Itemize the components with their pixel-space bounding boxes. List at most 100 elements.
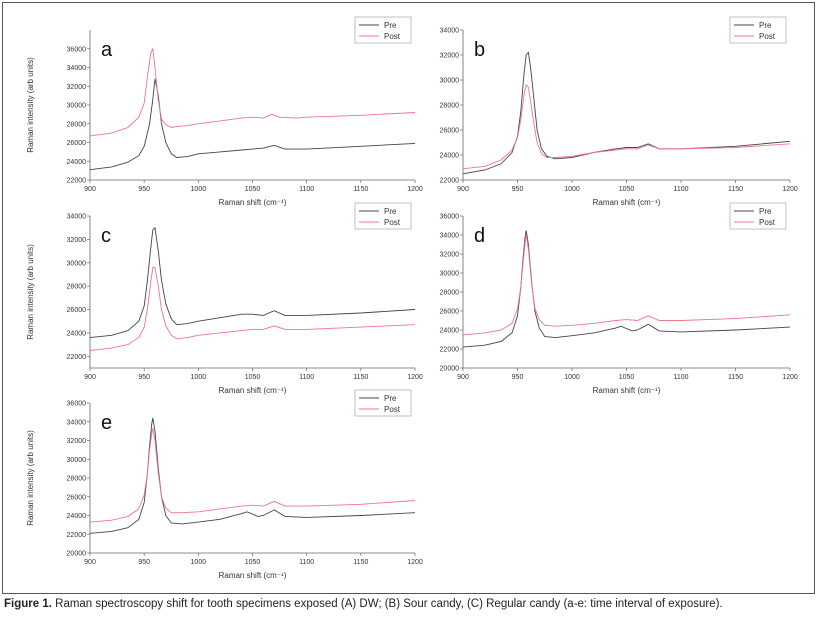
y-tick-label: 24000 — [67, 513, 87, 520]
caption-label: Figure 1. — [4, 598, 52, 610]
legend-label-pre: Pre — [759, 207, 772, 216]
x-tick-label: 1100 — [673, 374, 688, 381]
series-line-pre — [462, 51, 791, 175]
chart-panel-b: 900 950 1000 1050 1100 1150 1200 22000 24000 2600… — [440, 16, 798, 207]
x-tick-label: 900 — [457, 374, 469, 381]
x-tick-label: 1150 — [353, 186, 368, 193]
y-tick-label: 32000 — [67, 237, 87, 244]
y-tick-label: 26000 — [440, 309, 460, 316]
y-tick-label: 22000 — [67, 532, 87, 539]
x-axis-label: Raman shift (cm⁻¹) — [219, 571, 287, 580]
legend-label-post: Post — [384, 405, 401, 414]
x-tick-label: 1000 — [191, 186, 207, 193]
panel-letter: a — [101, 39, 113, 61]
figure-frame — [2, 2, 815, 594]
y-tick-label: 22000 — [440, 347, 460, 354]
chart-panel-c: 900 950 1000 1050 1100 1150 1200 22000 24000 2600… — [26, 202, 423, 395]
chart-panel-a: 900 950 1000 1050 1100 1150 1200 22000 24000 2600… — [26, 16, 423, 207]
x-tick-label: 1050 — [245, 186, 261, 193]
y-tick-label: 34000 — [440, 28, 460, 35]
series-line-pre — [89, 226, 416, 339]
x-tick-label: 950 — [138, 186, 150, 193]
series-line-pre — [89, 417, 416, 534]
x-tick-label: 950 — [512, 374, 524, 381]
y-tick-label: 30000 — [440, 271, 460, 278]
series-line-post — [89, 47, 416, 137]
y-tick-label: 32000 — [67, 438, 87, 445]
y-tick-label: 24000 — [440, 328, 460, 335]
x-tick-label: 900 — [84, 186, 96, 193]
y-tick-label: 28000 — [67, 121, 87, 128]
x-tick-label: 1050 — [619, 186, 635, 193]
series-line-pre — [462, 230, 791, 348]
x-tick-label: 1200 — [407, 374, 423, 381]
y-tick-label: 22000 — [440, 178, 460, 185]
x-tick-label: 1200 — [782, 374, 798, 381]
x-tick-label: 1200 — [407, 559, 423, 566]
x-tick-label: 1100 — [673, 186, 688, 193]
series-line-post — [462, 84, 791, 170]
y-tick-label: 30000 — [440, 78, 460, 85]
legend-label-post: Post — [384, 32, 401, 41]
legend-label-post: Post — [759, 218, 776, 227]
x-tick-label: 1150 — [353, 559, 368, 566]
y-tick-label: 34000 — [67, 419, 87, 426]
y-tick-label: 36000 — [440, 214, 460, 221]
legend-label-pre: Pre — [384, 21, 397, 30]
y-tick-label: 26000 — [67, 307, 87, 314]
y-tick-label: 22000 — [67, 178, 87, 185]
x-tick-label: 950 — [138, 374, 150, 381]
y-tick-label: 36000 — [67, 401, 87, 408]
chart-panel-d: 900 950 1000 1050 1100 1150 1200 20000 22000 2400… — [440, 202, 798, 395]
x-tick-label: 1200 — [782, 186, 798, 193]
x-tick-label: 950 — [512, 186, 524, 193]
x-tick-label: 1150 — [353, 374, 368, 381]
x-tick-label: 1000 — [564, 186, 580, 193]
x-tick-label: 900 — [84, 374, 96, 381]
panel-letter: c — [101, 225, 111, 247]
y-tick-label: 30000 — [67, 103, 87, 110]
legend-label-post: Post — [384, 218, 401, 227]
legend-box — [354, 16, 412, 44]
figure-caption: Figure 1. Raman spectroscopy shift for t… — [4, 598, 723, 610]
y-axis-label: Raman intensity (arb units) — [26, 430, 35, 526]
x-tick-label: 1200 — [407, 186, 423, 193]
y-axis-label: Raman intensity (arb units) — [26, 57, 35, 153]
legend-box — [354, 389, 412, 417]
x-tick-label: 1050 — [245, 559, 261, 566]
series-line-post — [89, 428, 416, 523]
series-line-post — [89, 266, 416, 351]
y-tick-label: 36000 — [67, 46, 87, 53]
y-tick-label: 26000 — [67, 140, 87, 147]
legend-label-post: Post — [759, 32, 776, 41]
x-axis-label: Raman shift (cm⁻¹) — [593, 198, 661, 207]
y-tick-label: 32000 — [67, 84, 87, 91]
y-tick-label: 28000 — [440, 103, 460, 110]
caption-text: Raman spectroscopy shift for tooth speci… — [51, 598, 723, 610]
y-tick-label: 28000 — [67, 284, 87, 291]
legend-box — [729, 202, 787, 230]
x-axis-label: Raman shift (cm⁻¹) — [593, 386, 661, 395]
panel-letter: b — [474, 39, 485, 61]
series-line-pre — [89, 78, 416, 171]
x-tick-label: 1000 — [191, 559, 207, 566]
y-tick-label: 32000 — [440, 252, 460, 259]
x-tick-label: 1050 — [619, 374, 635, 381]
legend-label-pre: Pre — [759, 21, 772, 30]
y-tick-label: 20000 — [67, 551, 87, 558]
y-tick-label: 26000 — [67, 494, 87, 501]
y-tick-label: 30000 — [67, 260, 87, 267]
x-tick-label: 1100 — [299, 559, 314, 566]
y-tick-label: 34000 — [440, 233, 460, 240]
y-tick-label: 32000 — [440, 53, 460, 60]
y-tick-label: 34000 — [67, 65, 87, 72]
y-axis-label: Raman intensity (arb units) — [26, 244, 35, 340]
y-tick-label: 20000 — [440, 366, 460, 373]
x-tick-label: 1050 — [245, 374, 261, 381]
y-tick-label: 24000 — [440, 153, 460, 160]
x-tick-label: 1000 — [564, 374, 580, 381]
x-tick-label: 1000 — [191, 374, 207, 381]
y-tick-label: 24000 — [67, 159, 87, 166]
y-tick-label: 34000 — [67, 214, 87, 221]
